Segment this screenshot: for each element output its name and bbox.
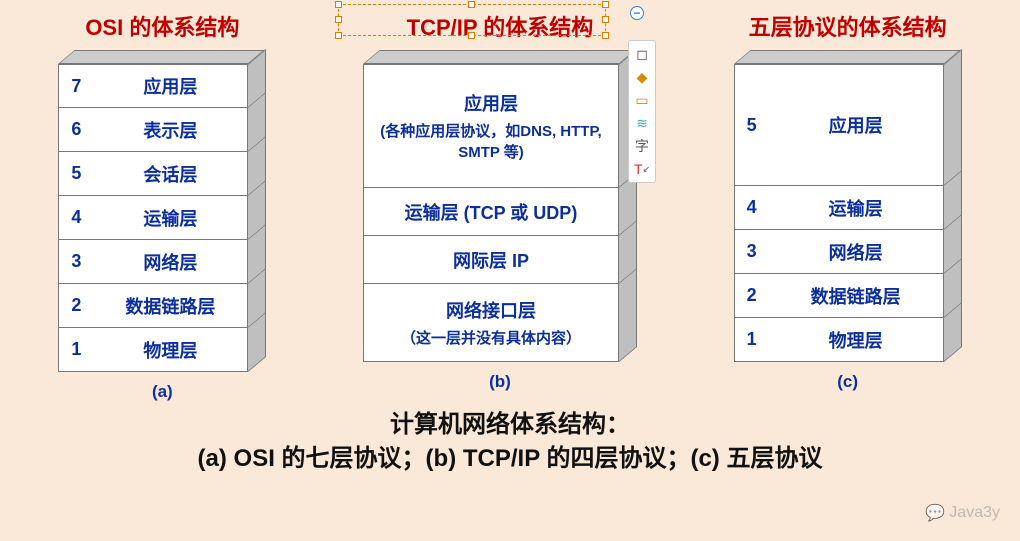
- wechat-icon: 💬: [925, 503, 945, 523]
- layer-row: 5会话层: [58, 152, 266, 196]
- stack-a: 7应用层6表示层5会话层4运输层3网络层2数据链路层1物理层: [58, 50, 266, 372]
- layer-sublabel: （这一层并没有具体内容）: [368, 327, 614, 348]
- column-a-caption: (a): [152, 382, 173, 402]
- layer-number: 7: [59, 76, 93, 97]
- layer-label: 应用层: [93, 73, 247, 99]
- layer-front: 4运输层: [58, 196, 248, 240]
- format-toolbar: ◻ ◆ ▭ ≋ 字 T↙: [628, 40, 656, 183]
- layer-row: 5应用层: [734, 64, 962, 186]
- layer-row: 3网络层: [734, 230, 962, 274]
- layer-label: 表示层: [93, 117, 247, 143]
- layer-front: 2数据链路层: [58, 284, 248, 328]
- layer-label: 应用层: [769, 112, 943, 138]
- bottom-caption: 计算机网络体系结构： (a) OSI 的七层协议；(b) TCP/IP 的四层协…: [20, 408, 1000, 475]
- bottom-caption-line1: 计算机网络体系结构：: [20, 408, 1000, 442]
- layer-label: 应用层(各种应用层协议，如DNS, HTTP, SMTP 等): [364, 90, 618, 162]
- stack-b: 应用层(各种应用层协议，如DNS, HTTP, SMTP 等) 运输层 (TCP …: [363, 50, 637, 362]
- layer-front: 6表示层: [58, 108, 248, 152]
- layer-number: 2: [59, 295, 93, 316]
- layer-number: 6: [59, 119, 93, 140]
- layer-number: 2: [735, 285, 769, 306]
- layer-row: 4运输层: [58, 196, 266, 240]
- columns-container: OSI 的体系结构 7应用层6表示层5会话层4运输层3网络层2数据链路层1物理层…: [20, 10, 1000, 402]
- bottom-caption-line2: (a) OSI 的七层协议；(b) TCP/IP 的四层协议；(c) 五层协议: [20, 442, 1000, 476]
- layer-label: 网络层: [769, 239, 943, 265]
- layer-number: 5: [735, 115, 769, 136]
- layer-row: 1物理层: [58, 328, 266, 372]
- collapse-badge-icon[interactable]: −: [630, 6, 644, 20]
- column-a-title: OSI 的体系结构: [85, 10, 239, 42]
- layer-label: 运输层 (TCP 或 UDP): [364, 199, 618, 225]
- layer-label: 数据链路层: [93, 293, 247, 319]
- layer-side: [619, 269, 637, 362]
- layer-number: 1: [735, 329, 769, 350]
- layer-row: 2数据链路层: [58, 284, 266, 328]
- text-icon[interactable]: 字: [631, 135, 653, 157]
- column-b-caption: (b): [489, 372, 511, 392]
- stack-a-top: [58, 50, 265, 64]
- layer-number: 5: [59, 163, 93, 184]
- layer-front: 1物理层: [58, 328, 248, 372]
- layer-number: 3: [735, 241, 769, 262]
- layer-front: 7应用层: [58, 64, 248, 108]
- sel-handle-nw[interactable]: [335, 1, 342, 8]
- layer-front: 网际层 IP: [363, 236, 619, 284]
- watermark: 💬 Java3y: [925, 503, 1000, 523]
- layer-front: 5应用层: [734, 64, 944, 186]
- layer-row: 3网络层: [58, 240, 266, 284]
- layer-label: 网际层 IP: [364, 247, 618, 273]
- layer-front: 网络接口层（这一层并没有具体内容）: [363, 284, 619, 362]
- layer-label: 网络接口层（这一层并没有具体内容）: [364, 297, 618, 348]
- layer-row: 4运输层: [734, 186, 962, 230]
- layer-front: 2数据链路层: [734, 274, 944, 318]
- crop-icon[interactable]: ◻: [631, 43, 653, 65]
- layer-label: 会话层: [93, 161, 247, 187]
- sel-handle-ne[interactable]: [602, 1, 609, 8]
- layer-number: 3: [59, 251, 93, 272]
- layer-side: [944, 49, 962, 186]
- layer-label: 运输层: [769, 195, 943, 221]
- layer-row: 7应用层: [58, 64, 266, 108]
- layer-row: 网际层 IP: [363, 236, 637, 284]
- layer-row: 网络接口层（这一层并没有具体内容）: [363, 284, 637, 362]
- layer-label: 物理层: [769, 327, 943, 353]
- column-c-title: 五层协议的体系结构: [749, 10, 947, 42]
- column-osi: OSI 的体系结构 7应用层6表示层5会话层4运输层3网络层2数据链路层1物理层…: [58, 10, 266, 402]
- layer-number: 1: [59, 339, 93, 360]
- layer-front: 5会话层: [58, 152, 248, 196]
- column-five: 五层协议的体系结构 5应用层4运输层3网络层2数据链路层1物理层 (c): [734, 10, 962, 392]
- layer-row: 6表示层: [58, 108, 266, 152]
- column-b-title: TCP/IP 的体系结构: [407, 10, 594, 42]
- layers-icon[interactable]: ≋: [631, 112, 653, 134]
- layer-number: 4: [735, 197, 769, 218]
- layer-label: 网络层: [93, 249, 247, 275]
- layer-row: 运输层 (TCP 或 UDP): [363, 188, 637, 236]
- text-style-icon[interactable]: T↙: [631, 158, 653, 180]
- layer-row: 2数据链路层: [734, 274, 962, 318]
- layer-front: 运输层 (TCP 或 UDP): [363, 188, 619, 236]
- layer-row: 应用层(各种应用层协议，如DNS, HTTP, SMTP 等): [363, 64, 637, 188]
- column-tcpip: TCP/IP 的体系结构 应用层(各种应用层协议，如DNS, HTTP, SMT…: [363, 10, 637, 392]
- layer-label: 数据链路层: [769, 283, 943, 309]
- column-c-caption: (c): [837, 372, 858, 392]
- layer-label: 物理层: [93, 337, 247, 363]
- layer-sublabel: (各种应用层协议，如DNS, HTTP, SMTP 等): [368, 120, 614, 162]
- layer-number: 4: [59, 207, 93, 228]
- stack-c-top: [734, 50, 961, 64]
- sel-handle-n[interactable]: [468, 1, 475, 8]
- layer-front: 3网络层: [58, 240, 248, 284]
- layer-front: 1物理层: [734, 318, 944, 362]
- fill-icon[interactable]: ◆: [631, 66, 653, 88]
- layer-row: 1物理层: [734, 318, 962, 362]
- layer-label: 运输层: [93, 205, 247, 231]
- stack-c: 5应用层4运输层3网络层2数据链路层1物理层: [734, 50, 962, 362]
- layer-front: 4运输层: [734, 186, 944, 230]
- border-icon[interactable]: ▭: [631, 89, 653, 111]
- layer-front: 应用层(各种应用层协议，如DNS, HTTP, SMTP 等): [363, 64, 619, 188]
- watermark-text: Java3y: [949, 504, 1000, 522]
- stack-b-top: [363, 50, 636, 64]
- layer-front: 3网络层: [734, 230, 944, 274]
